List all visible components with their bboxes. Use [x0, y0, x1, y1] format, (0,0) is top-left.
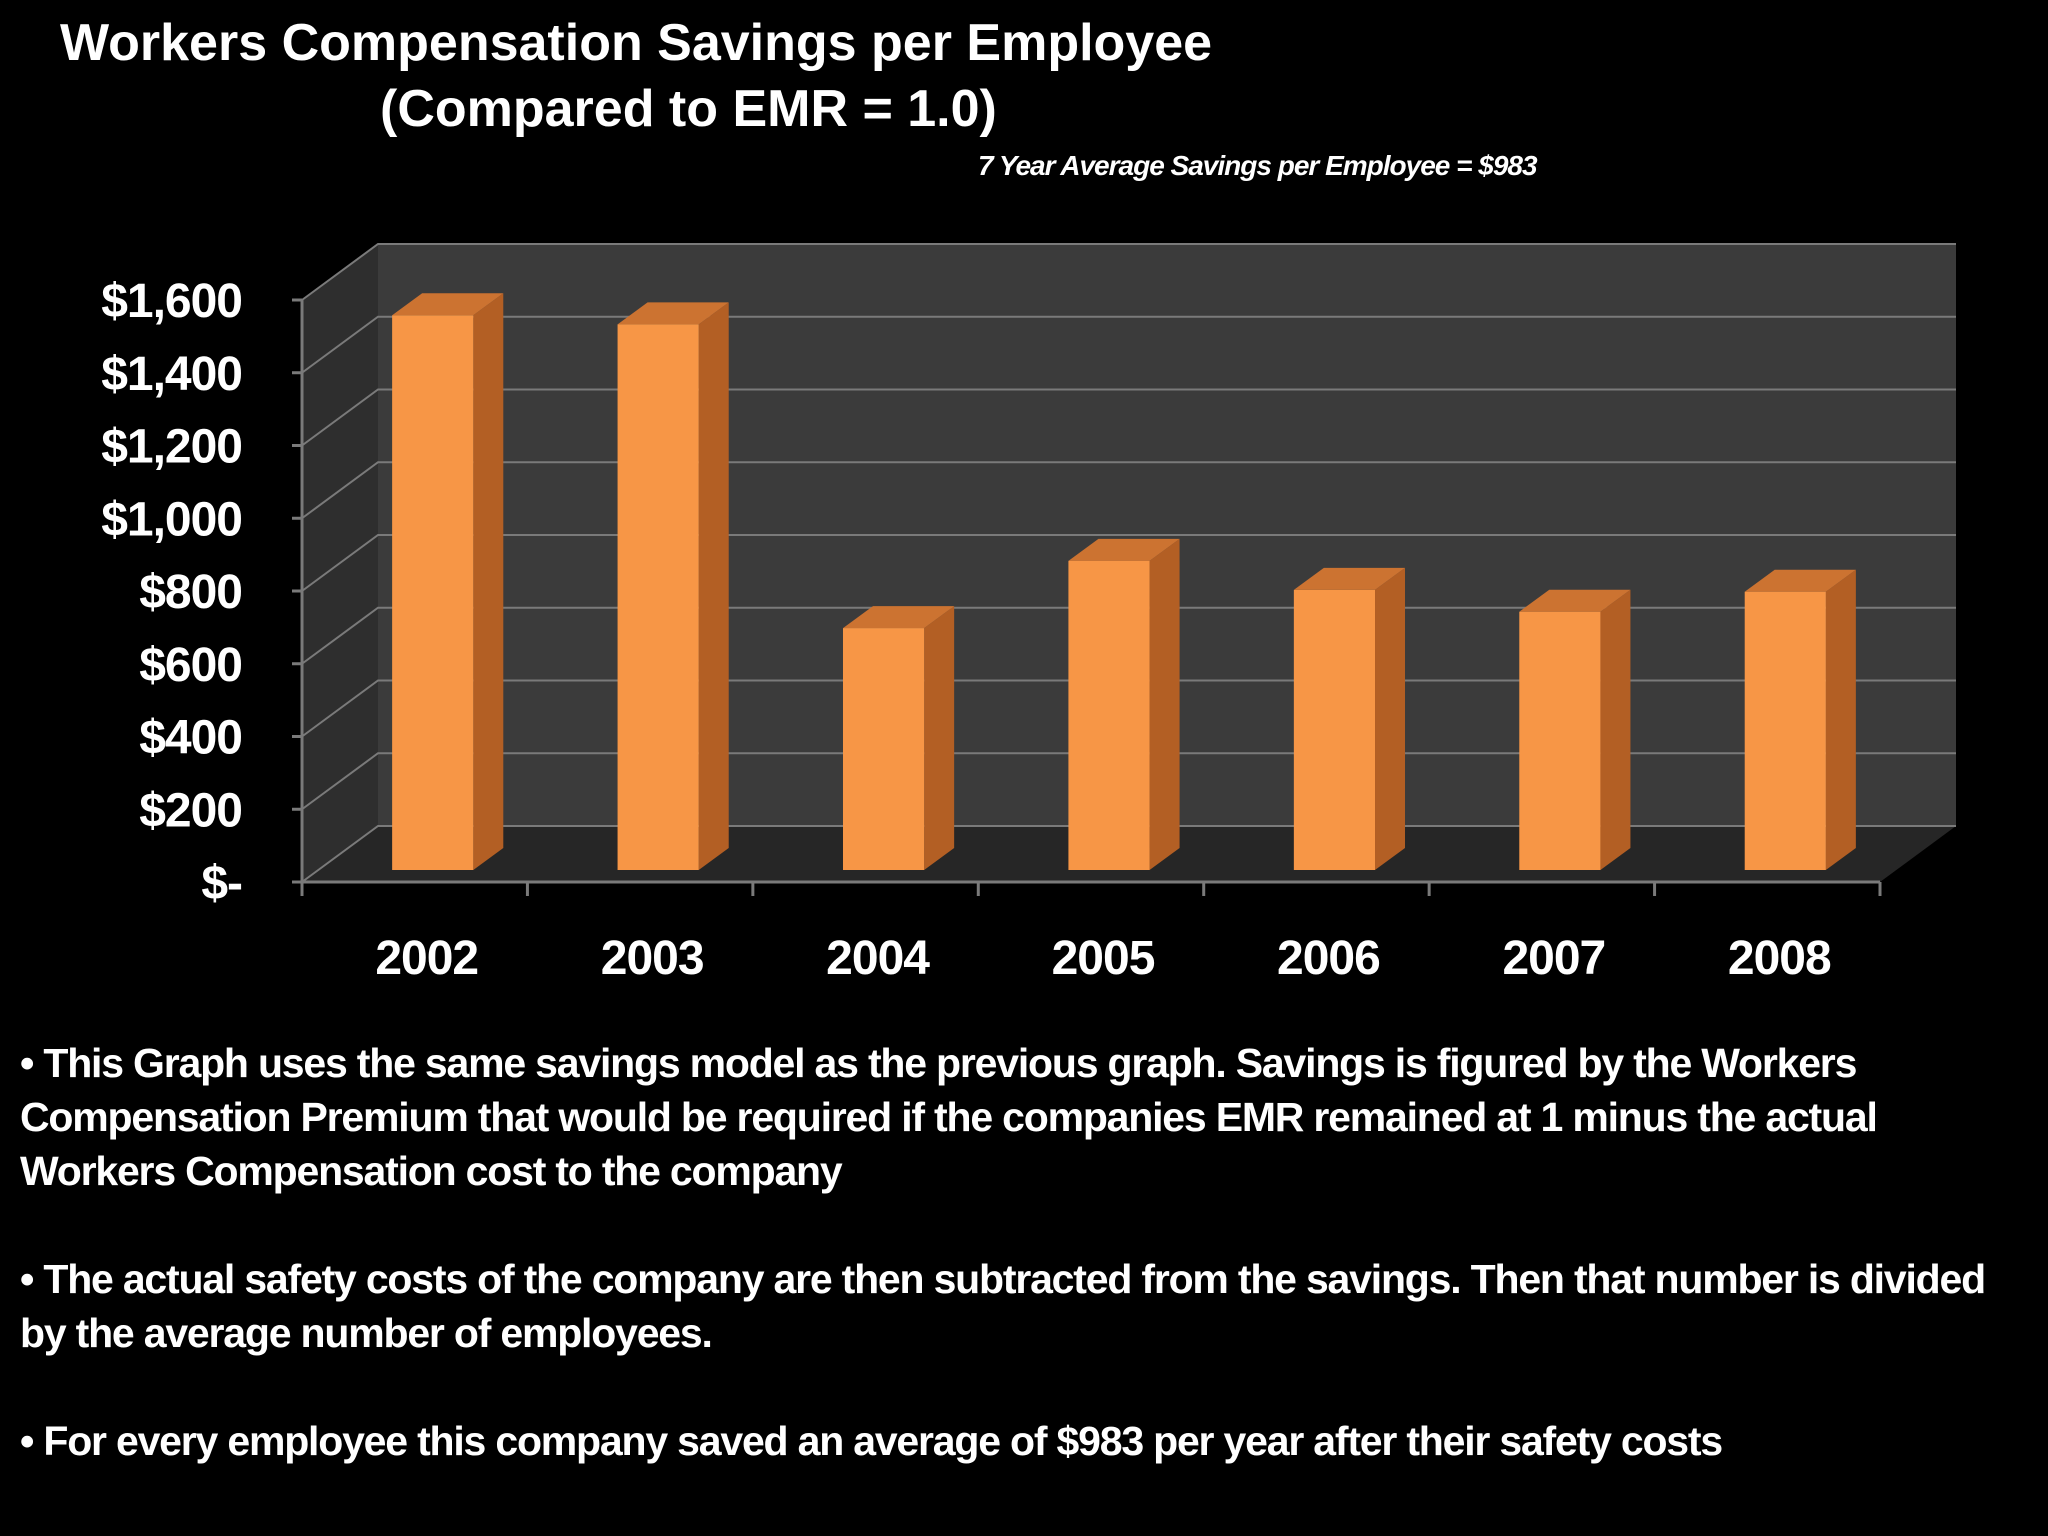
- bar-top: [617, 302, 729, 325]
- bar-2004: [842, 606, 955, 870]
- x-axis-tick-labels: 2002 2003 2004 2005 2006 2007 2008: [375, 932, 1832, 985]
- bar-side: [1825, 569, 1856, 870]
- y-tick-label: $600: [139, 639, 242, 692]
- bar-side: [473, 293, 504, 870]
- gridline: [301, 243, 1956, 301]
- y-tick-label: $800: [139, 566, 242, 619]
- slide-notes: • This Graph uses the same savings model…: [20, 1036, 2020, 1522]
- bar-side: [1600, 589, 1631, 870]
- bar-front: [1744, 591, 1826, 870]
- bar-2003: [617, 302, 729, 870]
- bar-top: [392, 293, 504, 316]
- note-savings-model: • This Graph uses the same savings model…: [20, 1040, 1878, 1194]
- bar-front: [1293, 589, 1376, 870]
- x-tick-label: 2004: [826, 932, 930, 985]
- bar-side: [924, 606, 955, 870]
- gridline: [301, 461, 1956, 520]
- y-tick-label: $1,600: [101, 275, 242, 328]
- bar-2007: [1519, 589, 1631, 870]
- x-tick-label: 2008: [1728, 932, 1831, 985]
- gridline: [301, 825, 1956, 883]
- x-tick-label: 2007: [1502, 932, 1605, 985]
- gridline: [301, 388, 1956, 447]
- x-tick-label: 2006: [1277, 932, 1380, 985]
- slide-title: Workers Compensation Savings per Employe…: [60, 10, 1460, 142]
- bar-2005: [1068, 538, 1180, 870]
- bar-top: [1744, 569, 1856, 592]
- title-line-2: (Compared to EMR = 1.0): [380, 80, 997, 138]
- bar-front: [1068, 560, 1150, 870]
- chart-gridlines: [301, 243, 1956, 883]
- y-tick-label: $-: [201, 857, 242, 910]
- bar-front: [842, 628, 925, 870]
- y-tick-label: $400: [139, 712, 242, 765]
- x-tick-label: 2002: [375, 932, 478, 985]
- bar-top: [1068, 538, 1180, 561]
- note-safety-costs: • The actual safety costs of the company…: [20, 1256, 1986, 1356]
- y-axis-tick-labels: $- $200 $400 $600 $800 $1,000 $1,200 $1,400 $1,6…: [101, 275, 243, 910]
- y-tick-label: $1,200: [101, 421, 242, 474]
- bar-2006: [1293, 567, 1406, 870]
- note-average-savings: • For every employee this company saved …: [20, 1418, 1723, 1464]
- bar-2002: [392, 293, 504, 870]
- gridline: [301, 606, 1956, 665]
- bar-top: [1519, 589, 1631, 612]
- bar-side: [698, 302, 729, 870]
- gridline: [301, 534, 1956, 592]
- bar-side: [1375, 567, 1406, 870]
- y-tick-label: $1,400: [101, 348, 242, 401]
- bar-front: [617, 324, 699, 870]
- chart-axes: [292, 298, 1882, 896]
- bar-2008: [1744, 569, 1856, 870]
- average-savings-subtitle: 7 Year Average Savings per Employee = $9…: [978, 150, 1538, 181]
- bar-top: [842, 606, 955, 629]
- y-tick-label: $1,000: [101, 493, 242, 546]
- bar-side: [1149, 538, 1180, 870]
- bar-front: [392, 315, 474, 870]
- gridline: [301, 679, 1956, 738]
- chart-bars: [392, 293, 1856, 870]
- x-tick-label: 2003: [601, 932, 704, 985]
- savings-bar-chart: $- $200 $400 $600 $800 $1,000 $1,200 $1,400 $1,6…: [101, 243, 1956, 985]
- gridline: [301, 752, 1956, 811]
- y-tick-label: $200: [139, 784, 242, 837]
- x-tick-label: 2005: [1052, 932, 1155, 985]
- bar-front: [1519, 611, 1601, 870]
- gridline: [301, 315, 1956, 374]
- title-line-1: Workers Compensation Savings per Employe…: [60, 14, 1213, 72]
- bar-top: [1293, 567, 1406, 590]
